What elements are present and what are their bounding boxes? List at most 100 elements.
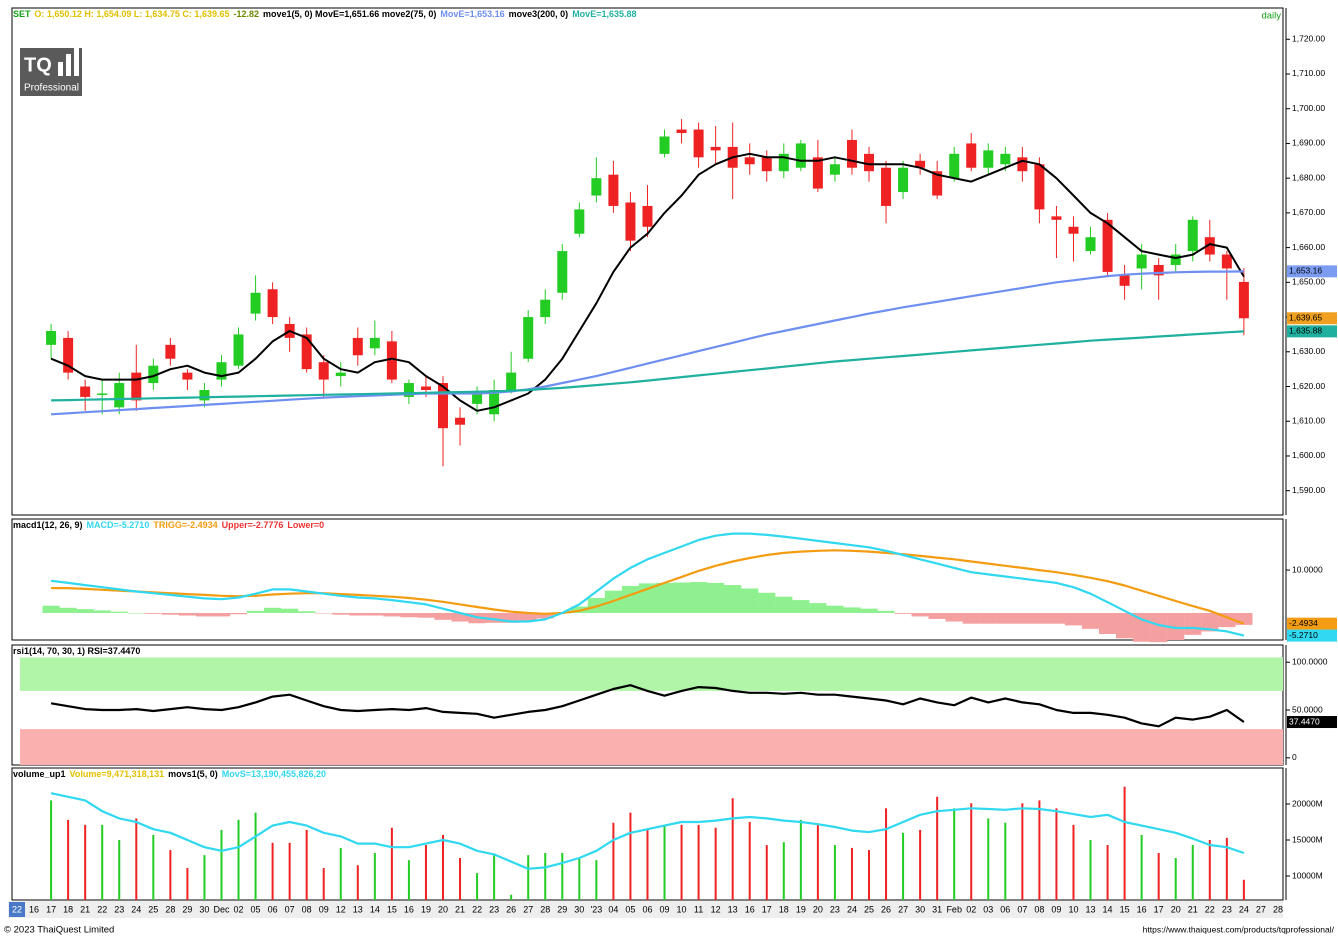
volume-bar <box>936 796 939 900</box>
histogram-bar <box>655 582 674 613</box>
candle-body <box>898 167 909 193</box>
volume-bar <box>339 847 342 900</box>
value-tag-label: 1,639.65 <box>1289 313 1322 323</box>
volume-bar <box>1174 858 1177 900</box>
logo-box <box>20 48 82 96</box>
volume-bar <box>169 850 172 900</box>
logo-mark: TQ <box>24 54 52 76</box>
band <box>20 657 1283 691</box>
title-part: O: 1,650.12 H: 1,654.09 L: 1,634.75 C: 1… <box>34 9 229 19</box>
title-part: MovE=1,635.88 <box>572 9 636 19</box>
candle-body <box>744 157 755 165</box>
histogram-bar <box>298 611 316 613</box>
x-tick-label: 16 <box>29 904 39 914</box>
candle-body <box>574 209 585 234</box>
histogram-bar <box>42 605 60 613</box>
candle-body <box>506 372 517 390</box>
panel-title: macd1(12, 26, 9) MACD=-5.2710 TRIGG=-2.493… <box>13 520 324 530</box>
x-tick-label: 09 <box>319 904 329 914</box>
x-tick-label: 08 <box>1034 904 1044 914</box>
x-tick-label: 02 <box>966 904 976 914</box>
title-part: volume_up1 <box>13 769 66 779</box>
title-part: Volume=9,471,318,131 <box>70 769 165 779</box>
x-tick-label: 20 <box>438 904 448 914</box>
candle-body <box>710 146 721 151</box>
volume-bar <box>510 894 513 900</box>
histogram-bar <box>860 608 878 613</box>
x-tick-label: 12 <box>336 904 346 914</box>
candle-body <box>659 136 670 154</box>
candle-body <box>1034 164 1045 210</box>
x-tick-label: 25 <box>148 904 158 914</box>
x-tick-label: 17 <box>46 904 56 914</box>
histogram-bar <box>1184 612 1202 635</box>
y-tick-label: 50.0000 <box>1292 704 1323 714</box>
volume-bar <box>833 845 836 900</box>
panel-frame <box>11 7 1284 516</box>
title-part: MACD=-5.2710 <box>87 520 150 530</box>
candle-body <box>369 337 380 349</box>
x-tick-label: 21 <box>455 904 465 914</box>
volume-bar <box>902 832 905 900</box>
candle-body <box>438 383 448 429</box>
volume-bar <box>1123 786 1126 900</box>
x-tick-label: 16 <box>404 904 414 914</box>
x-tick-label: 14 <box>370 904 380 914</box>
volume-bar <box>186 868 189 900</box>
source-url: https://www.thaiquest.com/products/tqpro… <box>1143 924 1335 934</box>
y-tick-label: 1,690.00 <box>1292 138 1325 148</box>
volume-bar <box>237 819 240 900</box>
y-tick-label: 10000M <box>1292 870 1323 880</box>
title-part: -12.82 <box>233 9 259 19</box>
volume-bar <box>442 834 444 900</box>
histogram-bar <box>366 612 384 616</box>
histogram-bar <box>332 612 350 615</box>
ma-line <box>51 330 1244 402</box>
y-tick-label: 1,700.00 <box>1292 103 1325 113</box>
x-tick-label: 19 <box>421 904 431 914</box>
histogram-bar <box>1047 612 1066 624</box>
histogram-bar <box>127 612 145 614</box>
volume-bar <box>135 818 138 900</box>
x-tick-label: 04 <box>608 904 618 914</box>
y-tick-label: 100.0000 <box>1292 656 1328 666</box>
histogram-bar <box>621 585 640 613</box>
x-tick-label: 08 <box>302 904 312 914</box>
histogram-bar <box>928 612 946 619</box>
x-tick-label: 21 <box>80 904 90 914</box>
candle-body <box>608 174 619 206</box>
y-tick-label: 20000M <box>1292 798 1323 808</box>
y-tick-label: 1,710.00 <box>1292 68 1325 78</box>
volume-bar <box>578 857 581 900</box>
histogram-bar <box>93 610 111 613</box>
x-tick-label: 22 <box>97 904 107 914</box>
volume-bar <box>118 840 121 900</box>
volume-bar <box>493 855 496 900</box>
y-tick-label: 1,660.00 <box>1292 242 1325 252</box>
histogram-bar <box>1150 612 1168 643</box>
candle-body <box>557 251 568 293</box>
volume-bar <box>850 847 853 900</box>
histogram-bar <box>212 612 231 617</box>
value-tag-label: -5.2710 <box>1289 630 1318 640</box>
candle-body <box>881 167 892 206</box>
x-tick-label: 17 <box>762 904 772 914</box>
volume-bar <box>1157 852 1160 900</box>
volume-bar <box>868 850 870 900</box>
title-part: move1(5, 0) MovE=1,651.66 move2(75, 0) <box>263 9 436 19</box>
x-tick-label: 24 <box>847 904 857 914</box>
x-tick-label: 06 <box>1000 904 1010 914</box>
y-tick-label: 1,680.00 <box>1292 172 1325 182</box>
y-tick-label: 1,610.00 <box>1292 415 1325 425</box>
volume-bar <box>390 827 393 900</box>
candle-body <box>46 330 57 345</box>
band <box>20 729 1283 765</box>
candle-body <box>1136 254 1147 269</box>
histogram-bar <box>349 612 367 616</box>
x-tick-label: 28 <box>165 904 175 914</box>
volume-bar <box>1106 845 1109 900</box>
volume-bar <box>305 829 308 900</box>
volume-bar <box>67 819 70 900</box>
histogram-bar <box>451 612 469 622</box>
histogram-bar <box>1013 612 1031 624</box>
